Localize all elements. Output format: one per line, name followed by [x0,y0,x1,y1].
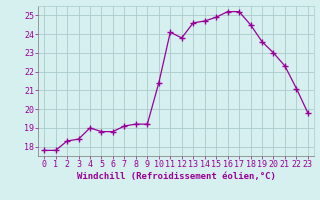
X-axis label: Windchill (Refroidissement éolien,°C): Windchill (Refroidissement éolien,°C) [76,172,276,181]
